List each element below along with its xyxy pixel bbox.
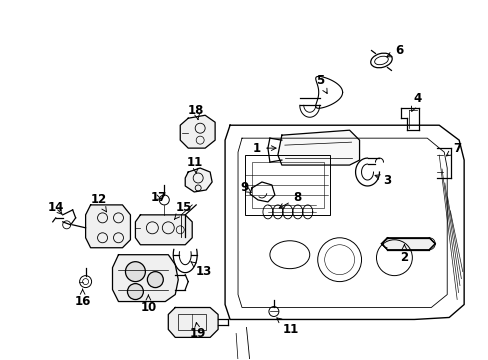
Text: 6: 6 <box>386 44 403 57</box>
Text: 15: 15 <box>174 201 192 219</box>
Text: 14: 14 <box>47 201 64 215</box>
Text: 19: 19 <box>190 323 206 340</box>
Circle shape <box>147 272 163 288</box>
Text: 18: 18 <box>187 104 204 120</box>
Polygon shape <box>381 238 434 250</box>
Bar <box>251 162 323 208</box>
Text: 7: 7 <box>446 141 460 156</box>
Polygon shape <box>168 307 218 337</box>
Polygon shape <box>85 205 130 248</box>
Text: 8: 8 <box>279 192 301 208</box>
Text: 1: 1 <box>252 141 276 155</box>
Circle shape <box>127 284 143 300</box>
Polygon shape <box>135 215 192 245</box>
Text: 12: 12 <box>90 193 106 212</box>
Text: 16: 16 <box>74 289 91 308</box>
Text: 9: 9 <box>240 181 251 194</box>
Text: 5: 5 <box>315 74 326 94</box>
Text: 4: 4 <box>410 92 421 111</box>
Polygon shape <box>277 130 359 165</box>
Text: 2: 2 <box>400 245 407 264</box>
Text: 17: 17 <box>150 192 166 204</box>
Bar <box>244 155 329 215</box>
Polygon shape <box>185 168 212 192</box>
Text: 11: 11 <box>276 318 298 336</box>
Polygon shape <box>112 255 178 302</box>
Text: 3: 3 <box>374 174 391 186</box>
Bar <box>178 315 206 330</box>
Polygon shape <box>180 115 215 148</box>
Circle shape <box>125 262 145 282</box>
Text: 13: 13 <box>190 262 212 278</box>
Text: 11: 11 <box>187 156 203 173</box>
Text: 10: 10 <box>140 295 156 314</box>
